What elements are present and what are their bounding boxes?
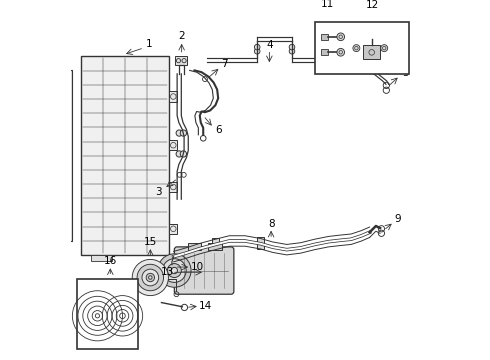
Bar xyxy=(170,182,177,192)
Circle shape xyxy=(254,44,260,50)
Text: 5: 5 xyxy=(402,68,409,78)
Bar xyxy=(170,91,177,102)
Text: 10: 10 xyxy=(191,262,203,272)
Circle shape xyxy=(158,254,191,287)
Text: 9: 9 xyxy=(395,214,401,224)
Circle shape xyxy=(371,57,377,62)
Bar xyxy=(212,238,219,251)
FancyBboxPatch shape xyxy=(174,247,234,294)
Circle shape xyxy=(254,49,260,54)
Text: 13: 13 xyxy=(161,267,174,277)
Text: 12: 12 xyxy=(366,0,379,10)
Bar xyxy=(315,22,409,74)
Text: 4: 4 xyxy=(266,40,272,50)
Circle shape xyxy=(176,130,182,136)
Bar xyxy=(170,224,177,234)
Circle shape xyxy=(142,269,159,286)
Bar xyxy=(364,45,380,59)
Text: 16: 16 xyxy=(104,256,117,266)
Text: 8: 8 xyxy=(268,219,274,229)
Bar xyxy=(257,237,264,249)
Text: 3: 3 xyxy=(155,186,162,197)
Circle shape xyxy=(132,260,169,296)
Circle shape xyxy=(371,53,377,58)
Circle shape xyxy=(146,273,154,282)
Circle shape xyxy=(337,49,344,56)
Circle shape xyxy=(289,49,295,54)
Bar xyxy=(91,255,112,261)
Bar xyxy=(67,71,72,241)
Text: 1: 1 xyxy=(146,39,152,49)
Circle shape xyxy=(381,45,388,51)
Circle shape xyxy=(148,276,152,279)
Text: 2: 2 xyxy=(178,31,185,41)
Bar xyxy=(321,49,328,55)
Circle shape xyxy=(171,267,177,274)
Circle shape xyxy=(163,259,186,282)
Bar xyxy=(175,57,187,65)
Bar xyxy=(321,34,328,40)
Text: 6: 6 xyxy=(215,125,221,135)
Text: 14: 14 xyxy=(198,301,212,311)
Bar xyxy=(188,243,201,250)
Circle shape xyxy=(168,264,181,278)
Circle shape xyxy=(337,33,344,41)
Circle shape xyxy=(353,45,360,51)
Circle shape xyxy=(289,44,295,50)
Bar xyxy=(170,140,177,150)
Text: 11: 11 xyxy=(321,0,335,9)
Circle shape xyxy=(180,130,187,136)
Circle shape xyxy=(176,151,182,157)
Bar xyxy=(77,279,138,349)
Text: 7: 7 xyxy=(221,59,228,69)
Bar xyxy=(81,57,170,255)
Circle shape xyxy=(137,264,164,291)
Circle shape xyxy=(180,151,187,157)
Text: 15: 15 xyxy=(144,237,157,247)
Bar xyxy=(208,243,222,250)
